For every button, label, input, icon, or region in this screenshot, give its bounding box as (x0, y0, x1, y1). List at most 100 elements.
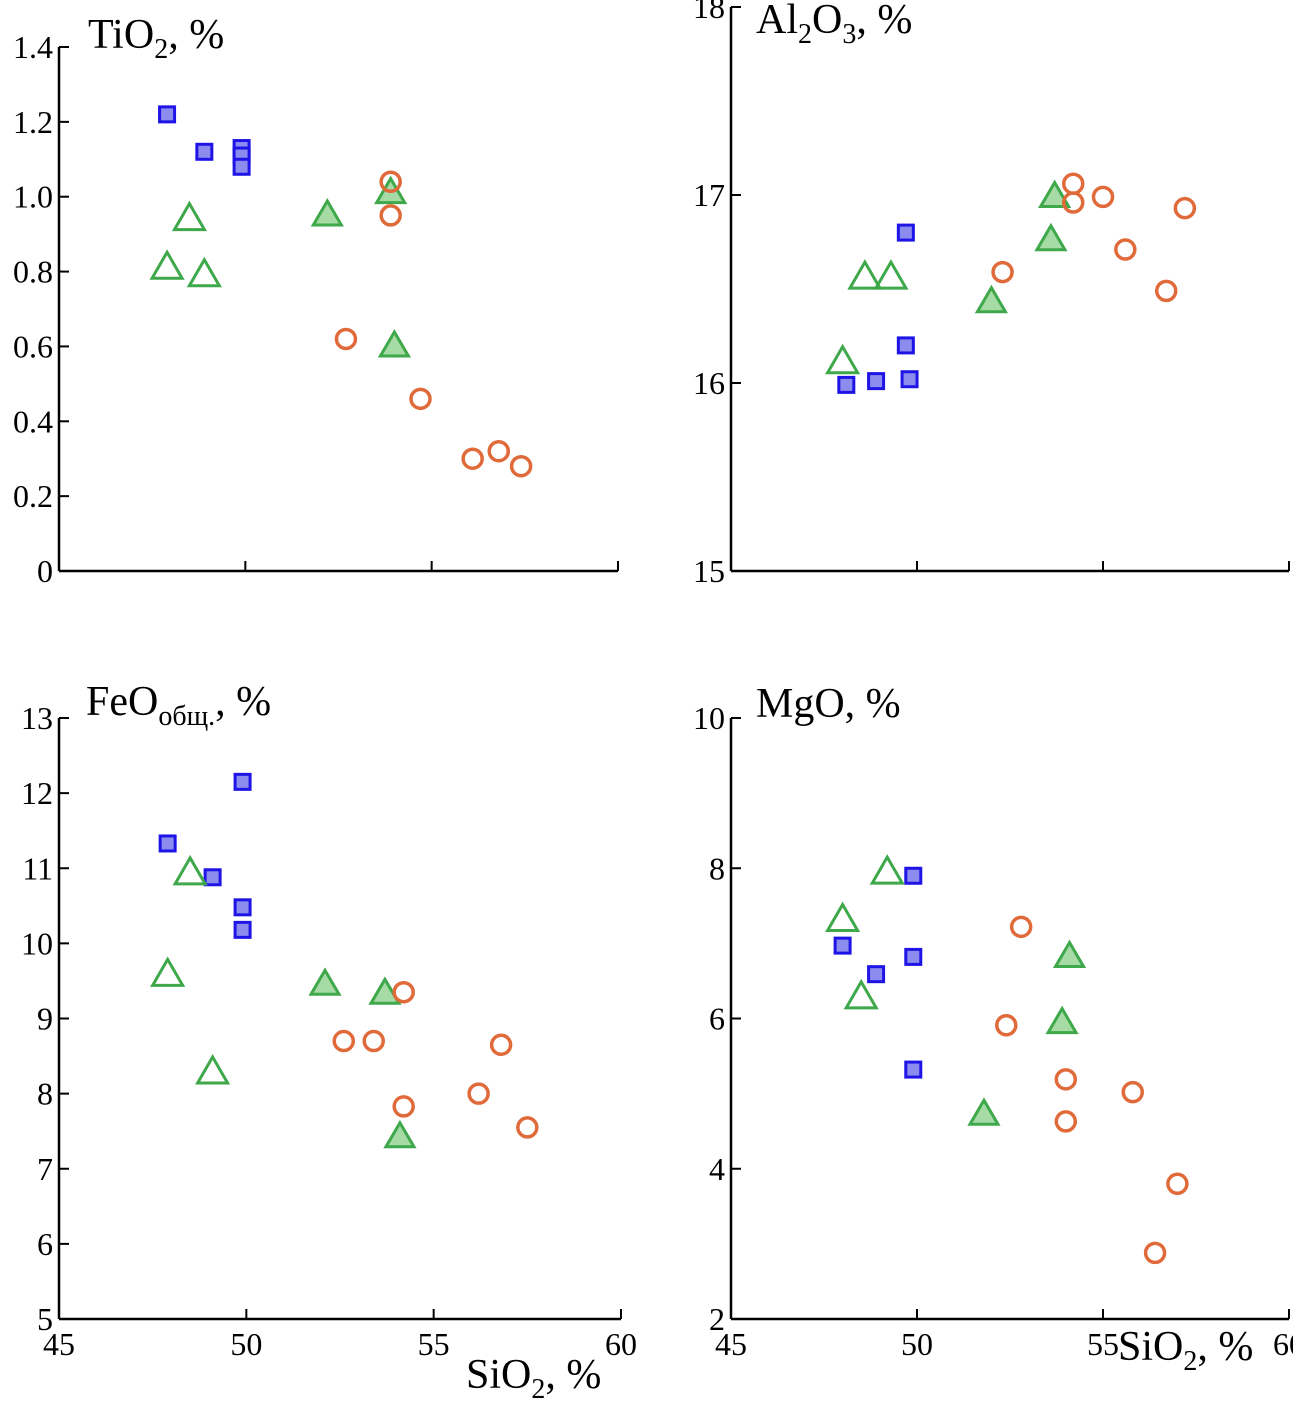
title-text: , % (168, 12, 224, 58)
data-point-circle (1173, 196, 1197, 220)
x-tick-label: 60 (605, 1326, 637, 1362)
x-axis-title: SiO2, % (466, 1352, 601, 1405)
y-tick-label: 10 (693, 700, 725, 736)
y-tick-label: 7 (37, 1151, 53, 1187)
x-axis-title-rest: , % (545, 1352, 601, 1398)
y-tick-label: 1.0 (13, 179, 53, 215)
title-text: FeO (86, 679, 158, 725)
y-tick-label: 17 (693, 177, 725, 213)
title-text: O (812, 0, 842, 43)
data-point-circle (1121, 1080, 1145, 1104)
title-text: MgO, % (756, 681, 901, 727)
data-point-triangle (967, 1097, 1001, 1126)
data-point-circle (1009, 915, 1033, 939)
x-tick-label: 45 (715, 1326, 747, 1362)
y-tick-label: 18 (693, 0, 725, 25)
data-point-triangle (383, 1119, 417, 1149)
data-point-circle (1154, 279, 1178, 303)
data-point-circle (1054, 1068, 1078, 1091)
data-point-triangle-open (843, 978, 879, 1010)
y-tick-label: 0 (37, 553, 53, 589)
data-point-circle (379, 204, 402, 227)
data-point-square (158, 105, 177, 124)
x-axis-title-rest: , % (1197, 1324, 1253, 1370)
data-point-square (867, 372, 886, 391)
title-text: , % (215, 679, 271, 725)
data-point-square (195, 142, 214, 161)
y-tick-label: 8 (709, 850, 725, 886)
data-point-square (233, 772, 252, 791)
data-point-triangle-open (149, 249, 185, 280)
data-point-triangle-open (171, 200, 208, 232)
data-point-square (896, 336, 915, 355)
panel-title: MgO, % (756, 681, 901, 727)
y-tick-label: 16 (693, 365, 725, 401)
data-point-square (896, 223, 915, 242)
data-point-circle (332, 1029, 355, 1053)
title-subscript: общ. (158, 701, 215, 732)
data-point-triangle (368, 976, 402, 1005)
chart-panel-0: 0 0.2 0.4 0.6 0.8 1.0 1.2 1.4 TiO2, % (13, 12, 619, 589)
y-tick-label: 0.6 (13, 328, 53, 364)
data-point-square (203, 868, 222, 887)
y-tick-label: 4 (709, 1151, 725, 1187)
chart-panel-1: 15 16 17 18 Al2O3, % (693, 0, 1290, 589)
data-point-triangle (308, 967, 342, 996)
data-point-circle (461, 447, 484, 470)
data-point-triangle-open (825, 901, 861, 932)
x-axis-title-text: SiO (1118, 1324, 1183, 1370)
x-tick-label: 55 (1087, 1326, 1119, 1362)
data-point-triangle (377, 329, 412, 358)
x-tick-label: 50 (230, 1326, 262, 1362)
y-tick-label: 5 (37, 1301, 53, 1337)
panel-title: FeOобщ., % (86, 679, 271, 732)
data-point-triangle-open (869, 854, 905, 885)
data-point-circle (1054, 1110, 1078, 1133)
data-point-square (904, 1060, 923, 1079)
data-point-circle (1061, 191, 1085, 214)
title-text: TiO (88, 12, 154, 58)
y-tick-label: 6 (37, 1226, 53, 1262)
y-tick-label: 13 (21, 700, 53, 736)
data-point-triangle (1052, 939, 1087, 968)
data-point-triangle-open (847, 259, 883, 290)
data-point-square (900, 370, 919, 389)
data-point-circle (392, 980, 415, 1004)
data-point-triangle (310, 198, 344, 227)
data-point-circle (1091, 185, 1115, 209)
data-point-triangle-open (172, 854, 208, 886)
title-text: Al (756, 0, 798, 43)
data-point-triangle-open (186, 256, 222, 288)
y-tick-label: 6 (709, 1001, 725, 1037)
data-point-circle (487, 439, 510, 463)
title-subscript: 2 (798, 19, 812, 50)
data-point-circle (362, 1029, 385, 1053)
y-tick-label: 0.2 (13, 478, 53, 514)
y-tick-label: 1.4 (13, 29, 53, 65)
x-axis-title: SiO2, % (1118, 1324, 1253, 1377)
data-point-triangle-open (825, 343, 861, 375)
y-tick-label: 9 (37, 1001, 53, 1037)
y-tick-label: 11 (22, 850, 53, 886)
data-point-circle (489, 1033, 513, 1057)
x-tick-label: 50 (901, 1326, 933, 1362)
y-tick-label: 10 (21, 925, 53, 961)
y-tick-label: 0.4 (13, 403, 53, 439)
data-point-square (837, 375, 856, 394)
data-point-circle (467, 1082, 490, 1105)
data-point-square (233, 920, 252, 939)
data-point-square (232, 157, 251, 176)
data-point-square (158, 834, 177, 853)
x-tick-label: 55 (418, 1326, 450, 1362)
title-subscript: 2 (154, 34, 168, 65)
data-point-circle (1166, 1172, 1189, 1196)
chart-panel-3: 2 4 6 8 10 45 50 55 60 MgO, % SiO2, % (693, 681, 1293, 1377)
y-tick-label: 0.8 (13, 254, 53, 290)
x-axis-title-subscript: 2 (1183, 1346, 1197, 1377)
data-point-circle (379, 170, 402, 193)
x-tick-label: 45 (43, 1326, 75, 1362)
x-tick-label: 60 (1273, 1326, 1293, 1362)
data-point-circle (334, 327, 358, 351)
